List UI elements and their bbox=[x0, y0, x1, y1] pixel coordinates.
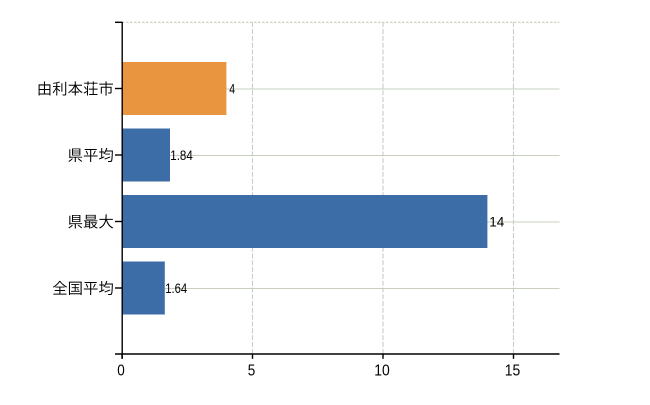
svg-text:1.64: 1.64 bbox=[165, 281, 187, 297]
svg-text:10: 10 bbox=[374, 363, 390, 380]
svg-text:5: 5 bbox=[248, 363, 256, 380]
svg-text:0: 0 bbox=[117, 363, 125, 380]
svg-text:1.84: 1.84 bbox=[170, 148, 193, 164]
svg-text:15: 15 bbox=[505, 363, 521, 380]
svg-text:14: 14 bbox=[489, 215, 504, 231]
svg-text:4: 4 bbox=[229, 82, 235, 98]
